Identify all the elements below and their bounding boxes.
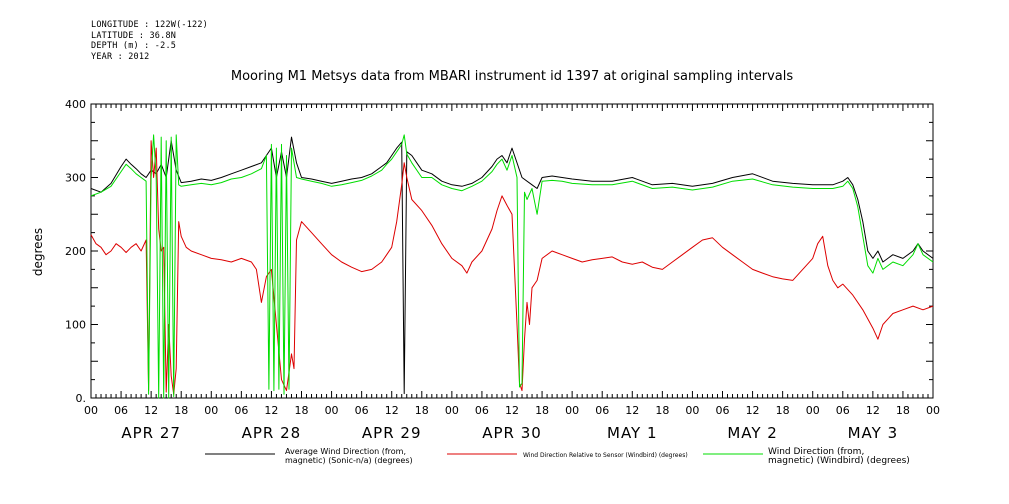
x-tick-label: 18 xyxy=(535,404,549,417)
depth-label: DEPTH (m) : -2.5 xyxy=(91,41,177,51)
x-tick-label: 12 xyxy=(385,404,399,417)
x-tick-label: 00 xyxy=(204,404,218,417)
x-tick-label: 06 xyxy=(114,404,128,417)
y-axis-label: degrees xyxy=(31,228,45,276)
x-tick-label: 00 xyxy=(565,404,579,417)
x-tick-label: 00 xyxy=(84,404,98,417)
day-label: APR 27 xyxy=(121,424,181,442)
day-label: APR 28 xyxy=(242,424,302,442)
x-tick-labels: 00 06 12 18 00 06 12 18 00 06 12 18 00 06 12 18 00 06 12 18… xyxy=(84,404,940,417)
x-tick-label: 18 xyxy=(776,404,790,417)
legend: Average Wind Direction (from,magnetic) (… xyxy=(205,447,910,466)
x-tick-label: 12 xyxy=(866,404,880,417)
legend-label-3-line2: magnetic) (Windbird) (degrees) xyxy=(768,456,910,466)
x-tick-label: 12 xyxy=(625,404,639,417)
y-tick-label: 300 xyxy=(65,172,86,185)
year-label: YEAR : 2012 xyxy=(91,51,150,62)
x-tick-label: 06 xyxy=(234,404,248,417)
legend-label-1: Average Wind Direction (from, xyxy=(285,447,406,456)
x-tick-label: 00 xyxy=(806,404,820,417)
series-line-2 xyxy=(90,140,934,395)
y-tick-label: 200 xyxy=(65,245,86,258)
x-tick-label: 00 xyxy=(685,404,699,417)
x-tick-label: 06 xyxy=(595,404,609,417)
series-lines xyxy=(90,134,934,399)
day-label: MAY 1 xyxy=(607,424,658,442)
legend-label-1-line2: magnetic) (Sonic-n/a) (degrees) xyxy=(285,456,413,465)
legend-label-3: Wind Direction (from, xyxy=(768,447,864,457)
mooring-metadata: LONGITUDE : 122W(-122) LATITUDE : 36.8N … xyxy=(91,20,208,62)
latitude-label: LATITUDE : 36.8N xyxy=(91,30,177,41)
day-label: APR 29 xyxy=(362,424,422,442)
legend-label-2: Wind Direction Relative to Sensor (Windb… xyxy=(523,452,688,459)
x-tick-label: 18 xyxy=(896,404,910,417)
y-tick-label: 100 xyxy=(65,319,86,332)
day-label: MAY 3 xyxy=(848,424,899,442)
x-tick-label: 06 xyxy=(475,404,489,417)
day-labels: APR 27 APR 28 APR 29 APR 30 MAY 1 MAY 2 MAY 3 xyxy=(121,424,899,442)
longitude-label: LONGITUDE : 122W(-122) xyxy=(91,20,208,30)
series-line-1 xyxy=(90,136,934,395)
x-tick-label: 00 xyxy=(926,404,940,417)
x-tick-label: 12 xyxy=(746,404,760,417)
day-label: MAY 2 xyxy=(727,424,778,442)
x-tick-label: 06 xyxy=(836,404,850,417)
x-tick-label: 18 xyxy=(174,404,188,417)
day-label: APR 30 xyxy=(482,424,542,442)
x-tick-label: 00 xyxy=(325,404,339,417)
x-tick-label: 00 xyxy=(445,404,459,417)
x-tick-label: 06 xyxy=(355,404,369,417)
y-tick-label: 400 xyxy=(65,98,86,111)
chart-title: Mooring M1 Metsys data from MBARI instru… xyxy=(231,69,793,84)
y-tick-labels: 0. 100 200 300 400 xyxy=(65,98,86,405)
x-tick-label: 18 xyxy=(655,404,669,417)
y-tick-label: 0. xyxy=(76,392,87,405)
x-tick-label: 18 xyxy=(415,404,429,417)
series-line-3 xyxy=(90,134,934,399)
x-tick-label: 06 xyxy=(716,404,730,417)
axis-ticks xyxy=(90,103,934,399)
x-tick-label: 12 xyxy=(144,404,158,417)
x-tick-label: 12 xyxy=(264,404,278,417)
x-tick-label: 12 xyxy=(505,404,519,417)
x-tick-label: 18 xyxy=(295,404,309,417)
